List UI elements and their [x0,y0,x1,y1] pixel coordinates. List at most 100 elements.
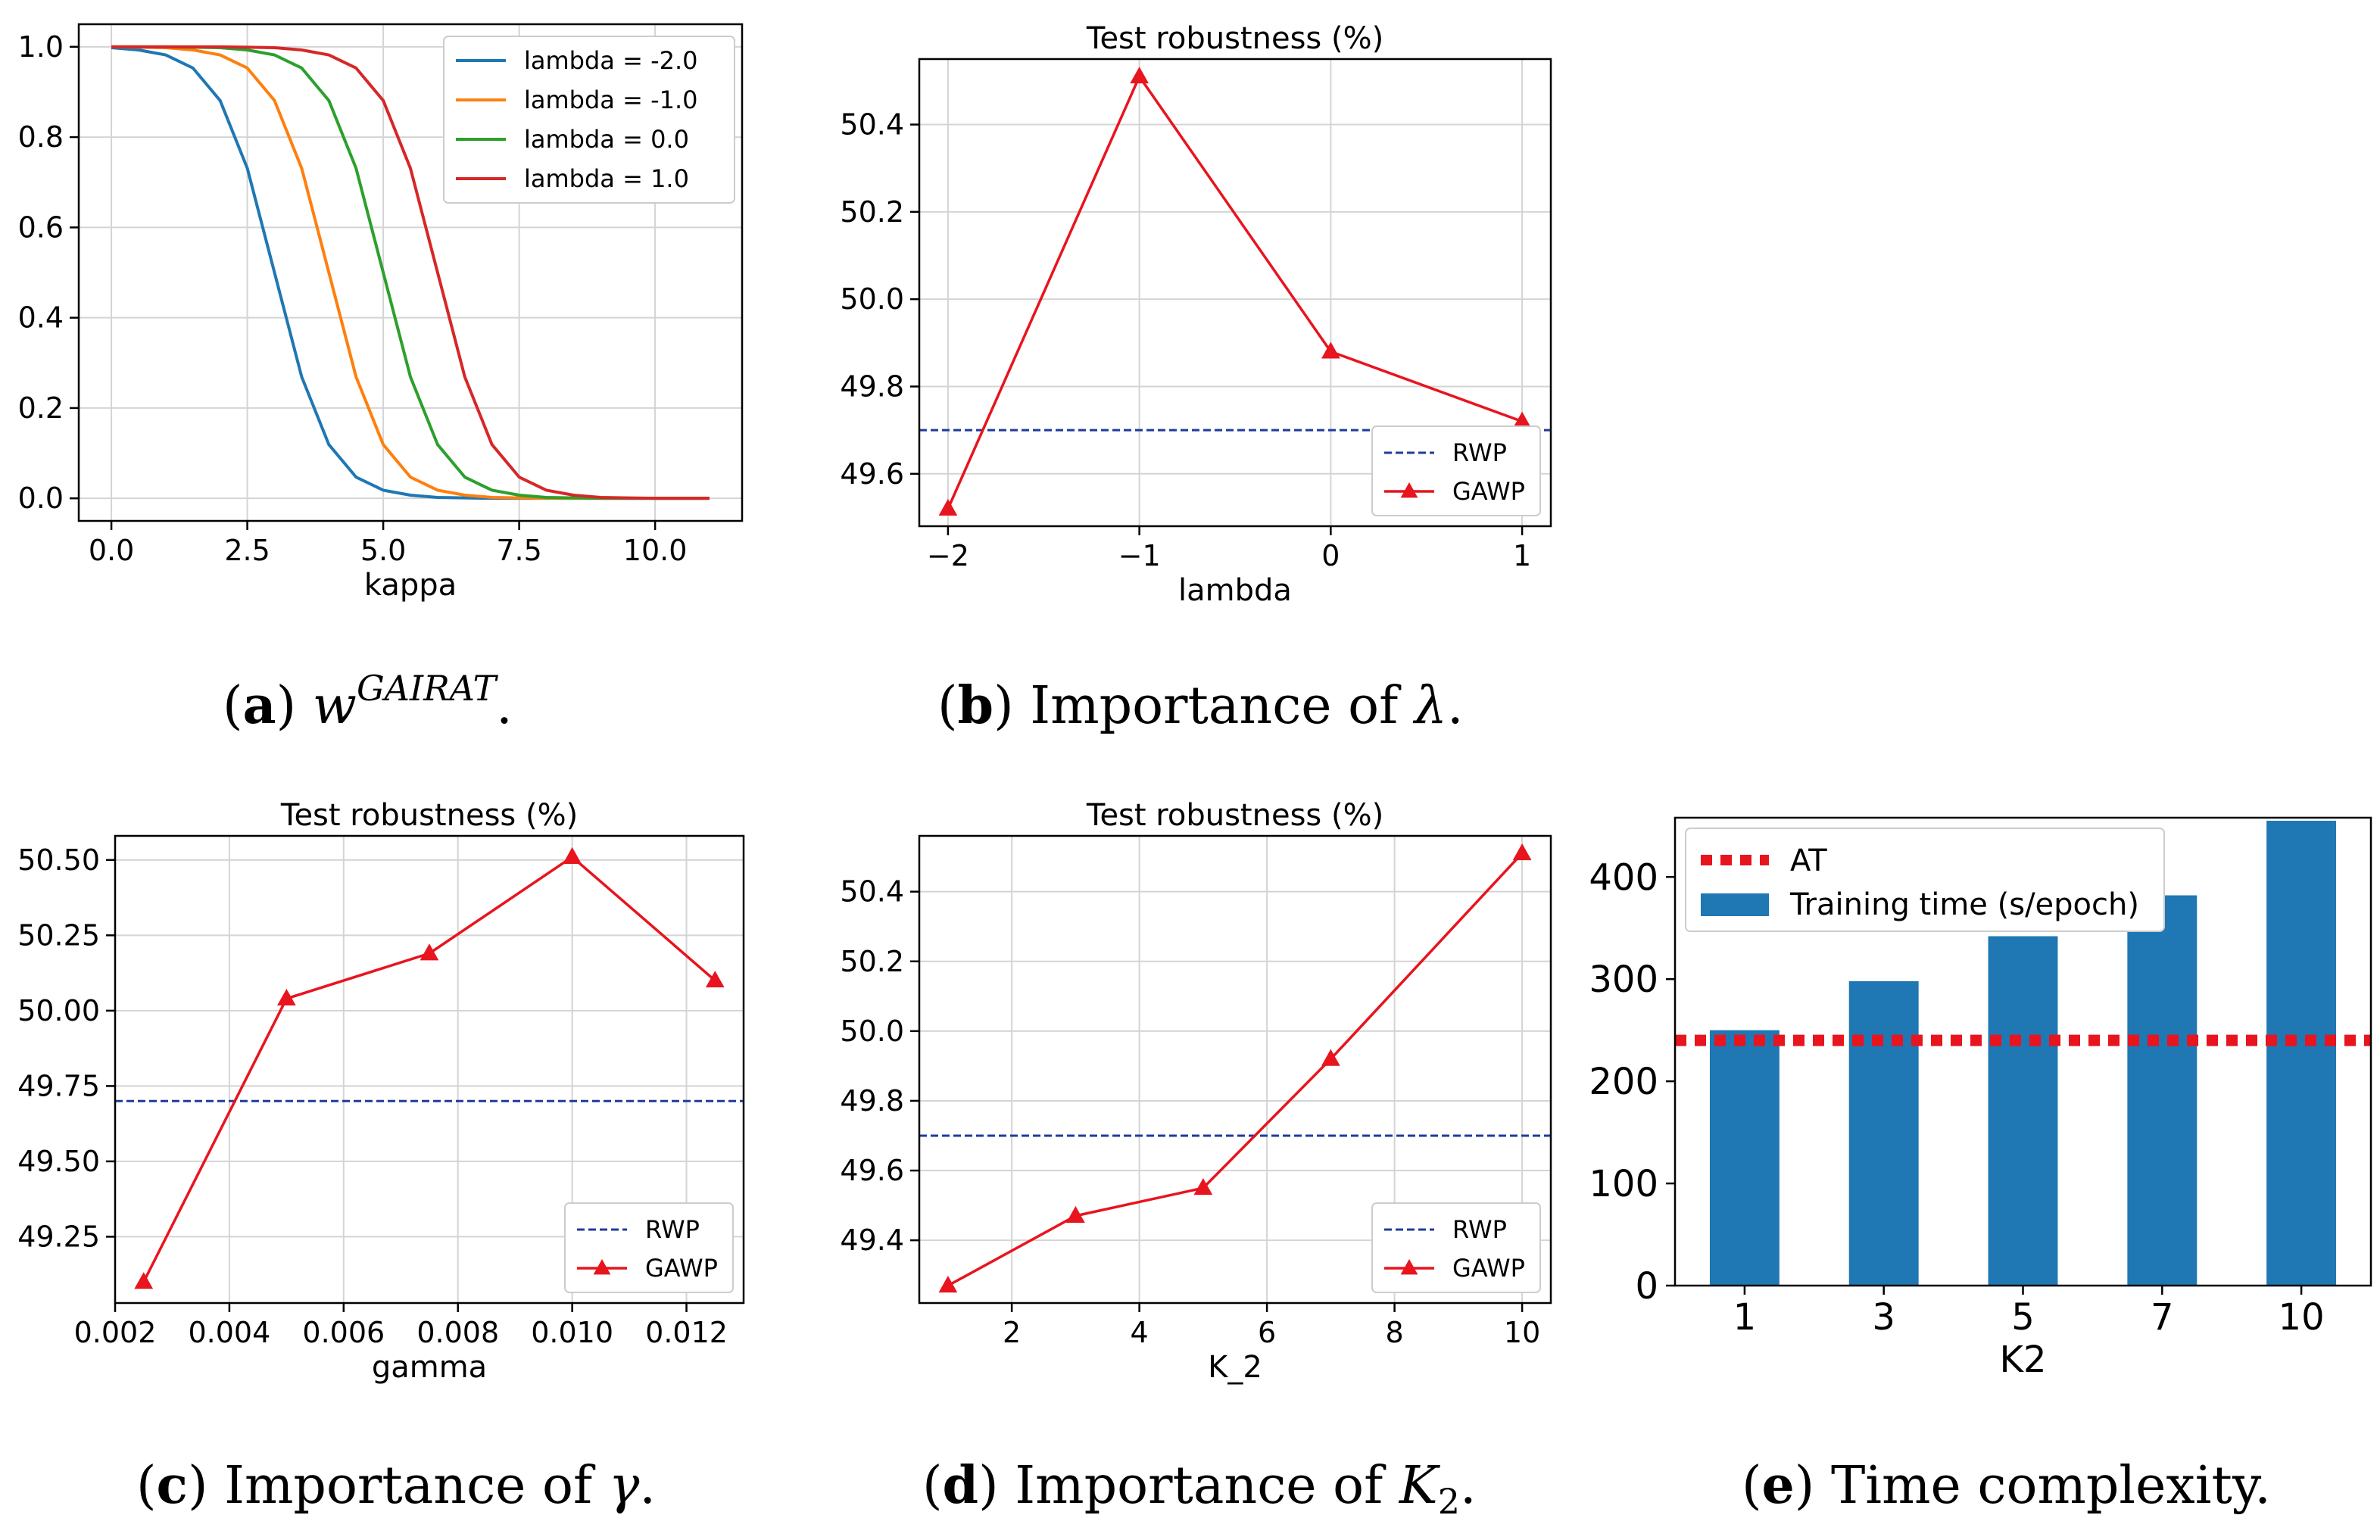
y-tick-label: 50.2 [840,945,904,978]
legend-label-gawp: GAWP [1452,477,1525,506]
chart-title: Test robustness (%) [1086,21,1383,56]
x-axis-label: lambda [1178,573,1292,608]
series-line-lambda1.0 [111,45,710,500]
legend-label: lambda = 1.0 [524,164,689,193]
bar-7 [2127,895,2198,1286]
data-point-marker [705,971,725,988]
x-tick-label: −1 [1118,539,1161,572]
y-tick-label: 200 [1589,1061,1658,1103]
panel-b-chart: −2 −1 0 1 49.6 49.8 50.0 50.2 50.4 Test robustnes… [840,21,1552,608]
x-tick-label: 8 [1386,1316,1404,1349]
panel-a-chart: 0.0 2.5 5.0 7.5 10.0 0.0 0.2 0.4 0.6 0.8 1.0 kappa l… [18,23,744,603]
legend-label-rwp: RWP [1452,1215,1507,1244]
y-tick-label: 50.00 [17,994,100,1027]
y-tick-label: 50.0 [840,282,904,316]
y-tick-label: 0.8 [18,120,64,154]
legend-label-rwp: RWP [1452,438,1507,467]
legend-label-rwp: RWP [645,1215,700,1244]
y-tick-label: 49.8 [840,1084,904,1118]
y-tick-label: 0.4 [18,301,64,335]
bar-5 [1988,936,2058,1286]
x-tick-label: 3 [1872,1296,1895,1339]
data-point-marker [563,846,582,864]
bar-3 [1848,980,1919,1286]
chart-title: Test robustness (%) [280,798,578,833]
plot-frame [1673,816,2372,1287]
panel-c-chart: 0.002 0.004 0.006 0.008 0.010 0.012 49.25 49.50… [17,798,745,1385]
y-tick-label: 50.4 [840,108,904,141]
x-tick-label: 10.0 [623,534,688,567]
x-tick-label: 0 [1321,539,1340,572]
data-point-marker [420,943,439,961]
y-tick-label: 0.0 [18,482,64,515]
legend-marker-gawp [1400,482,1418,498]
legend-box [443,36,735,204]
x-tick-label: 2 [1003,1316,1021,1349]
y-tick-label: 49.6 [840,1154,904,1187]
x-tick-label: 1 [1513,539,1531,572]
y-tick-label: 49.4 [840,1224,904,1257]
data-point-marker [1193,1178,1213,1196]
y-tick-label: 49.25 [17,1220,100,1253]
data-point-marker [134,1272,154,1289]
legend-label: lambda = -2.0 [524,46,698,75]
y-tick-label: 300 [1589,959,1658,1001]
legend-marker-gawp [593,1259,611,1275]
y-tick-label: 0.6 [18,210,64,244]
y-tick-label: 49.8 [840,369,904,403]
caption-a: (a) wGAIRAT. [223,668,513,736]
legend-label: lambda = 0.0 [524,125,689,154]
data-point-marker [938,498,958,516]
x-tick-label: 1 [1733,1296,1757,1339]
caption-b: (b) Importance of λ. [937,675,1464,736]
caption-c: (c) Importance of γ. [136,1455,656,1516]
data-point-marker [1321,1049,1340,1066]
data-point-marker [1512,411,1532,429]
data-point-marker [277,988,296,1006]
y-tick-label: 50.2 [840,195,904,229]
data-point-marker [1321,341,1340,359]
y-tick-label: 100 [1589,1163,1658,1205]
legend-marker-gawp [1400,1259,1418,1275]
y-tick-label: 49.6 [840,457,904,491]
y-tick-label: 50.25 [17,918,100,952]
x-tick-label: 10 [2279,1296,2325,1339]
legend-box [1685,828,2165,932]
y-tick-label: 49.50 [17,1145,100,1178]
x-tick-label: 0.008 [416,1316,499,1349]
caption-d: (d) Importance of K2. [922,1455,1477,1522]
y-tick-label: 400 [1589,856,1658,899]
x-tick-label: −2 [927,539,969,572]
y-tick-label: 0.2 [18,391,64,425]
data-point-marker [1130,67,1149,84]
y-tick-label: 0 [1635,1265,1658,1308]
legend-label-at: AT [1790,843,1827,878]
chart-title: Test robustness (%) [1086,798,1383,833]
x-axis-label: gamma [372,1350,487,1385]
x-tick-label: 0.004 [189,1316,271,1349]
panel-d-chart: 2 4 6 8 10 49.4 49.6 49.8 50.0 50.2 50.4 Test robus… [840,798,1552,1385]
y-tick-label: 1.0 [18,30,64,64]
x-axis-label: K2 [1999,1339,2046,1381]
x-tick-label: 5.0 [360,534,406,567]
data-point-marker [938,1275,958,1293]
series-line-GAWP [947,75,1523,510]
y-tick-label: 50.4 [840,875,904,909]
legend-label: lambda = -1.0 [524,86,698,114]
plot-frame [918,834,1552,1305]
y-tick-label: 49.75 [17,1069,100,1102]
x-tick-label: 0.010 [531,1316,613,1349]
x-axis-label: K_2 [1208,1350,1262,1385]
x-tick-label: 7 [2151,1296,2174,1339]
x-tick-label: 0.0 [89,534,134,567]
x-tick-label: 0.006 [302,1316,385,1349]
x-tick-label: 0.012 [645,1316,728,1349]
plot-frame [114,834,745,1305]
x-tick-label: 5 [2011,1296,2035,1339]
data-point-marker [1066,1205,1085,1223]
x-tick-label: 10 [1504,1316,1540,1349]
plot-frame [77,23,744,522]
x-tick-label: 6 [1258,1316,1276,1349]
bar-1 [1709,1030,1780,1286]
